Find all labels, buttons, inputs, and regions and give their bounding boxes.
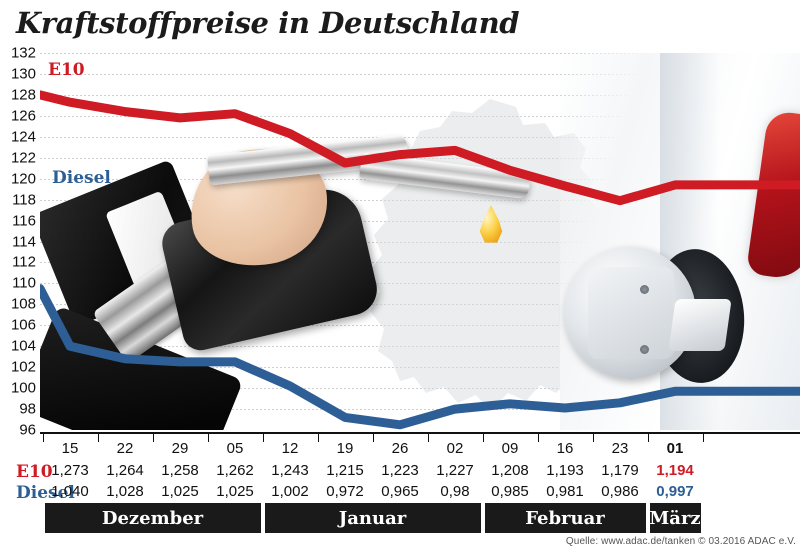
y-axis-tick-label: 130 [10, 65, 36, 83]
x-axis-tick [592, 433, 594, 442]
e10-value-cell: 1,194 [656, 462, 694, 479]
source-credit: Quelle: www.adac.de/tanken © 03.2016 ADA… [565, 536, 796, 547]
x-axis-tick [152, 433, 154, 442]
x-axis-tick [97, 433, 99, 442]
x-axis-tick [372, 433, 374, 442]
y-axis-tick-label: 106 [10, 316, 36, 334]
diesel-value-cell: 0,965 [381, 483, 419, 500]
page-title: Kraftstoffpreise in Deutschland [16, 6, 520, 40]
diesel-line [40, 284, 800, 430]
data-table: E10 Diesel 15 1,273 1,040 22 1,264 1,028 29 1,2… [0, 440, 800, 503]
date-cell: 16 [556, 440, 574, 457]
month-bar: Dezember Januar Februar März [0, 503, 800, 533]
x-axis-tick [42, 433, 44, 442]
x-axis-tick [482, 433, 484, 442]
e10-value-cell: 1,179 [601, 462, 639, 479]
series-lines [40, 90, 800, 430]
y-axis-tick-label: 116 [12, 212, 36, 230]
x-axis-tick [427, 433, 429, 442]
y-axis-tick-label: 124 [10, 128, 36, 146]
y-axis-tick-label: 100 [10, 379, 36, 397]
y-axis-tick-label: 104 [10, 337, 36, 355]
diesel-value-cell: 1,025 [161, 483, 199, 500]
date-cell: 29 [171, 440, 189, 457]
x-axis-tick [537, 433, 539, 442]
e10-value-cell: 1,193 [546, 462, 584, 479]
x-axis-tick [262, 433, 264, 442]
y-axis-tick-label: 114 [12, 233, 36, 250]
series-label-diesel: Diesel [52, 168, 111, 188]
y-axis-tick-label: 96 [19, 421, 36, 439]
x-axis-tick [702, 433, 704, 442]
x-axis-tick [317, 433, 319, 442]
series-label-e10: E10 [48, 60, 85, 80]
y-axis: 132 130 128 126 124 122 120 118 116 114 112 110 108 1… [0, 46, 40, 438]
x-axis-line [40, 432, 800, 434]
date-cell: 02 [446, 440, 464, 457]
date-cell: 22 [116, 440, 134, 457]
y-axis-tick-label: 98 [19, 400, 36, 418]
date-cell: 19 [336, 440, 354, 457]
row-label-diesel: Diesel [16, 483, 75, 503]
date-cell: 23 [611, 440, 629, 457]
e10-value-cell: 1,215 [326, 462, 364, 479]
e10-value-cell: 1,223 [381, 462, 419, 479]
diesel-value-cell: 0,997 [656, 483, 694, 500]
month-label-märz: März [649, 503, 701, 533]
diesel-value-cell: 0,98 [440, 483, 470, 500]
y-axis-tick-label: 110 [12, 274, 36, 292]
y-axis-tick-label: 122 [10, 149, 36, 167]
y-axis-tick-label: 108 [10, 295, 36, 313]
diesel-value-cell: 0,985 [491, 483, 529, 500]
e10-value-cell: 1,258 [161, 462, 199, 479]
diesel-value-cell: 0,986 [601, 483, 639, 500]
date-cell: 12 [281, 440, 299, 457]
row-label-e10: E10 [16, 462, 53, 482]
diesel-value-cell: 0,981 [546, 483, 584, 500]
date-cell: 15 [61, 440, 79, 457]
diesel-value-cell: 0,972 [326, 483, 364, 500]
y-axis-tick-label: 128 [10, 86, 36, 104]
y-axis-tick-label: 102 [10, 358, 36, 376]
date-cell: 26 [391, 440, 409, 457]
gridline [40, 53, 800, 54]
month-label-dezember: Dezember [44, 503, 261, 533]
diesel-value-cell: 1,040 [51, 483, 89, 500]
date-cell: 05 [226, 440, 244, 457]
gridline [40, 94, 800, 96]
e10-value-cell: 1,264 [106, 462, 144, 479]
gridline [40, 73, 800, 75]
x-axis-tick [207, 433, 209, 442]
y-axis-tick-label: 126 [10, 107, 36, 125]
date-cell: 01 [666, 440, 684, 457]
month-label-januar: Januar [264, 503, 481, 533]
diesel-value-cell: 1,002 [271, 483, 309, 500]
diesel-value-cell: 1,028 [106, 483, 144, 500]
e10-value-cell: 1,208 [491, 462, 529, 479]
e10-value-cell: 1,227 [436, 462, 474, 479]
y-axis-tick-label: 132 [10, 44, 36, 62]
y-axis-tick-label: 112 [12, 253, 36, 271]
x-axis-tick [647, 433, 649, 442]
y-axis-tick-label: 118 [12, 191, 36, 209]
y-axis-tick-label: 120 [10, 170, 36, 188]
e10-line [40, 90, 800, 206]
e10-value-cell: 1,243 [271, 462, 309, 479]
e10-value-cell: 1,262 [216, 462, 254, 479]
e10-value-cell: 1,273 [51, 462, 89, 479]
month-label-februar: Februar [484, 503, 646, 533]
date-cell: 09 [501, 440, 519, 457]
diesel-value-cell: 1,025 [216, 483, 254, 500]
